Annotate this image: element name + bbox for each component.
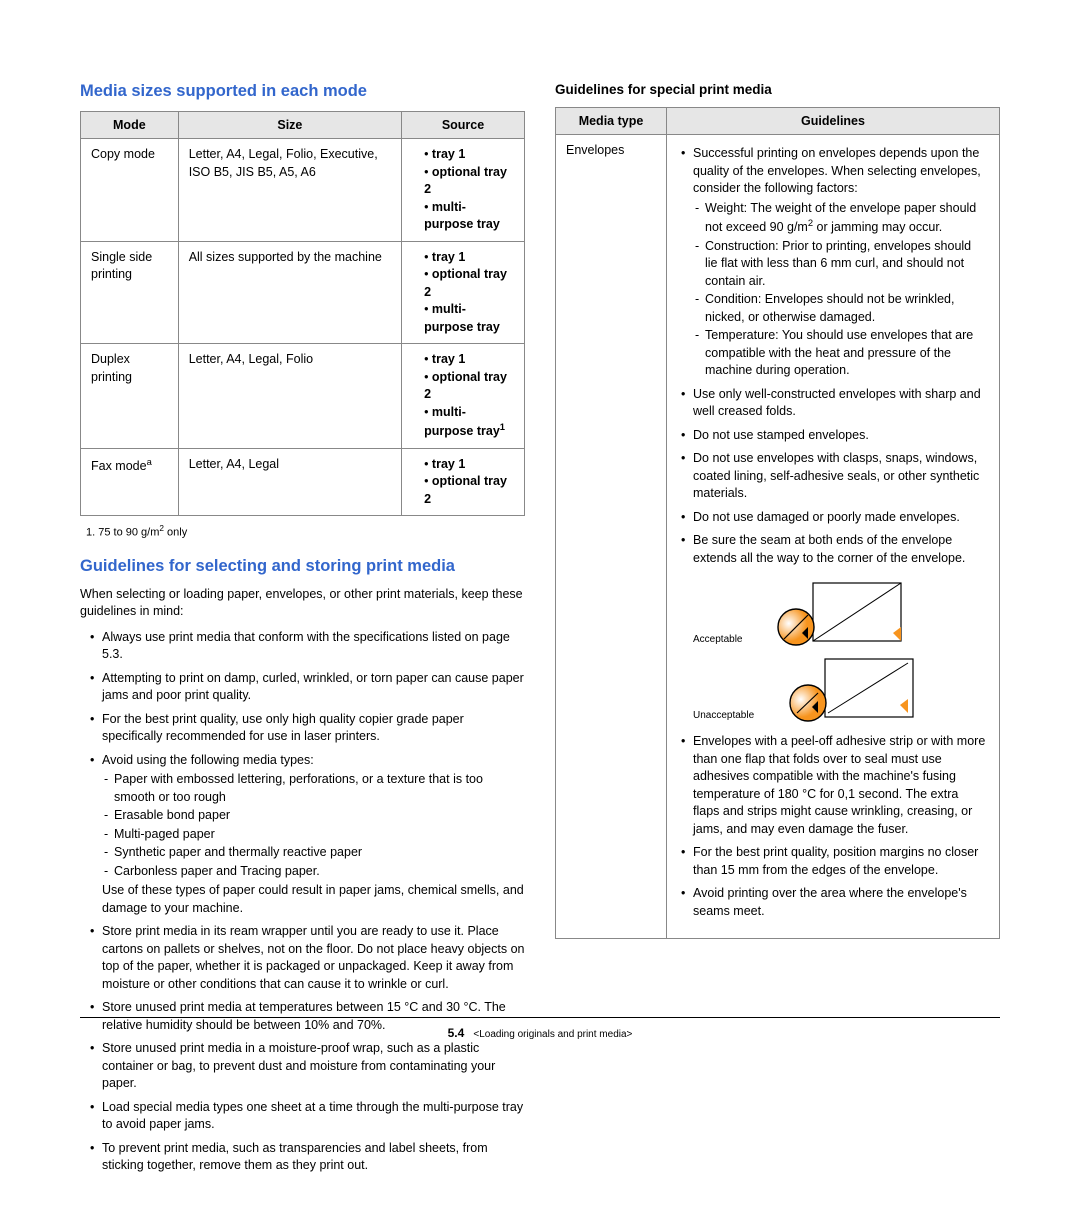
sublist-item: Erasable bond paper [114,807,525,825]
sublist-item: Paper with embossed lettering, perforati… [114,771,525,806]
guidelines-list: Always use print media that conform with… [80,629,525,1175]
acceptable-diagram: Acceptable [693,577,987,647]
list-item: For the best print quality, position mar… [693,844,987,879]
table-header: Size [178,112,401,139]
list-item: Do not use envelopes with clasps, snaps,… [693,450,987,503]
sublist-item: Multi-paged paper [114,826,525,844]
media-sizes-table: ModeSizeSource Copy modeLetter, A4, Lega… [80,111,525,516]
source-cell: tray 1optional tray 2multi-purpose tray1 [402,344,525,449]
mode-cell: Duplex printing [81,344,179,449]
mode-cell: Single side printing [81,241,179,344]
size-cell: Letter, A4, Legal [178,448,401,516]
left-column: Media sizes supported in each mode ModeS… [80,82,525,1181]
page-number: 5.4 [448,1026,465,1040]
list-item: Do not use damaged or poorly made envelo… [693,509,987,527]
sublist-item: Weight: The weight of the envelope paper… [705,200,987,237]
list-item: For the best print quality, use only hig… [102,711,525,746]
sublist-item: Carbonless paper and Tracing paper. [114,863,525,881]
table-header: Guidelines [667,108,1000,135]
list-item: Store unused print media in a moisture-p… [102,1040,525,1093]
list-item: Envelopes with a peel-off adhesive strip… [693,733,987,838]
sublist-item: Temperature: You should use envelopes th… [705,327,987,380]
table-header: Mode [81,112,179,139]
sublist-item: Construction: Prior to printing, envelop… [705,238,987,291]
heading-special-media: Guidelines for special print media [555,82,1000,97]
list-item: Load special media types one sheet at a … [102,1099,525,1134]
table-header: Media type [556,108,667,135]
page-footer: 5.4 <Loading originals and print media> [80,1017,1000,1040]
size-cell: All sizes supported by the machine [178,241,401,344]
source-cell: tray 1optional tray 2 [402,448,525,516]
source-cell: tray 1optional tray 2multi-purpose tray [402,241,525,344]
size-cell: Letter, A4, Legal, Folio [178,344,401,449]
lead-bullet: Successful printing on envelopes depends… [693,145,987,380]
heading-guidelines-storing: Guidelines for selecting and storing pri… [80,557,525,576]
sublist-item: Condition: Envelopes should not be wrink… [705,291,987,326]
table-footnote: 1. 75 to 90 g/m2 only [86,524,525,539]
media-type-cell: Envelopes [556,135,667,939]
table-header: Source [402,112,525,139]
heading-media-sizes: Media sizes supported in each mode [80,82,525,101]
mode-cell: Fax modea [81,448,179,516]
special-media-table: Media typeGuidelines Envelopes Successfu… [555,107,1000,939]
list-item: Store print media in its ream wrapper un… [102,923,525,993]
list-item: Avoid printing over the area where the e… [693,885,987,920]
list-item: Attempting to print on damp, curled, wri… [102,670,525,705]
size-cell: Letter, A4, Legal, Folio, Executive, ISO… [178,139,401,242]
source-cell: tray 1optional tray 2multi-purpose tray [402,139,525,242]
list-item: Always use print media that conform with… [102,629,525,664]
list-item: To prevent print media, such as transpar… [102,1140,525,1175]
list-item: Be sure the seam at both ends of the env… [693,532,987,567]
mode-cell: Copy mode [81,139,179,242]
list-item: Do not use stamped envelopes. [693,427,987,445]
unacceptable-diagram: Unacceptable [693,653,987,723]
guidelines-cell: Successful printing on envelopes depends… [667,135,1000,939]
right-column: Guidelines for special print media Media… [555,82,1000,1181]
list-item: Use only well-constructed envelopes with… [693,386,987,421]
guidelines-intro: When selecting or loading paper, envelop… [80,586,525,621]
list-item: Avoid using the following media types:Pa… [102,752,525,918]
footer-title: <Loading originals and print media> [473,1029,632,1040]
sublist-item: Synthetic paper and thermally reactive p… [114,844,525,862]
